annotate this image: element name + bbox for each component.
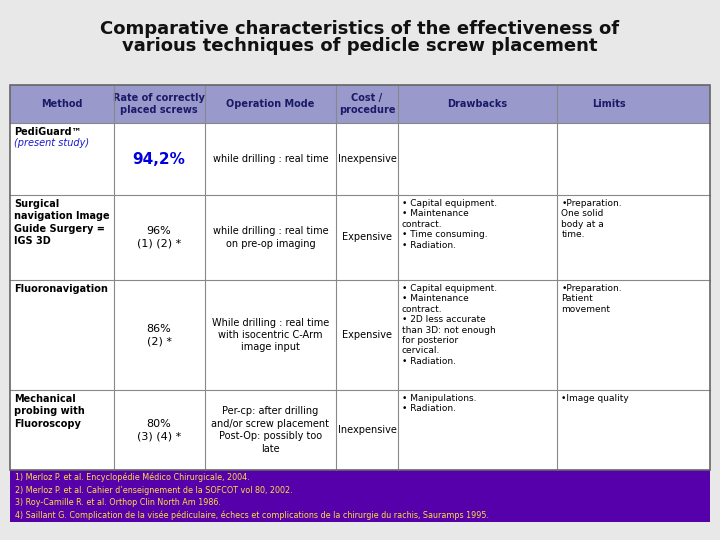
Text: Limits: Limits <box>593 99 626 109</box>
Text: 86%
(2) *: 86% (2) * <box>147 324 171 346</box>
Text: • Manipulations.
• Radiation.: • Manipulations. • Radiation. <box>402 394 477 414</box>
Text: Cost /
procedure: Cost / procedure <box>338 93 395 115</box>
Text: Drawbacks: Drawbacks <box>448 99 508 109</box>
Text: Inexpensive: Inexpensive <box>338 154 397 164</box>
Text: • Capital equipment.
• Maintenance
contract.
• Time consuming.
• Radiation.: • Capital equipment. • Maintenance contr… <box>402 199 497 249</box>
Text: While drilling : real time
with isocentric C-Arm
image input: While drilling : real time with isocentr… <box>212 318 329 353</box>
Bar <box>10 85 710 123</box>
Text: PediGuard™: PediGuard™ <box>14 127 81 137</box>
Bar <box>10 470 710 522</box>
Text: •Preparation.
Patient
movement: •Preparation. Patient movement <box>562 284 622 314</box>
Text: 94,2%: 94,2% <box>132 152 186 166</box>
Bar <box>10 195 710 280</box>
Text: (present study): (present study) <box>14 138 89 148</box>
Text: Mechanical
probing with
Fluoroscopy: Mechanical probing with Fluoroscopy <box>14 394 85 429</box>
Text: various techniques of pedicle screw placement: various techniques of pedicle screw plac… <box>122 37 598 55</box>
Text: Rate of correctly
placed screws: Rate of correctly placed screws <box>113 93 205 115</box>
Text: while drilling : real time: while drilling : real time <box>212 154 328 164</box>
Bar <box>10 123 710 195</box>
Text: Operation Mode: Operation Mode <box>226 99 315 109</box>
Text: 1) Merloz P. et al. Encyclopédie Médico Chirurgicale, 2004.
2) Merloz P. et al. : 1) Merloz P. et al. Encyclopédie Médico … <box>15 473 489 519</box>
Text: Expensive: Expensive <box>342 330 392 340</box>
Bar <box>10 280 710 390</box>
Text: •Image quality: •Image quality <box>562 394 629 403</box>
Text: •Preparation.
One solid
body at a
time.: •Preparation. One solid body at a time. <box>562 199 622 239</box>
Text: Expensive: Expensive <box>342 233 392 242</box>
Text: Comparative characteristics of the effectiveness of: Comparative characteristics of the effec… <box>100 20 620 38</box>
Text: Inexpensive: Inexpensive <box>338 425 397 435</box>
Bar <box>10 390 710 470</box>
Text: Fluoronavigation: Fluoronavigation <box>14 284 108 294</box>
Text: Method: Method <box>41 99 83 109</box>
Text: while drilling : real time
on pre-op imaging: while drilling : real time on pre-op ima… <box>212 226 328 249</box>
Text: Surgical
navigation Image
Guide Surgery =
IGS 3D: Surgical navigation Image Guide Surgery … <box>14 199 109 246</box>
Bar <box>10 85 710 470</box>
Text: • Capital equipment.
• Maintenance
contract.
• 2D less accurate
than 3D: not eno: • Capital equipment. • Maintenance contr… <box>402 284 497 366</box>
Text: 96%
(1) (2) *: 96% (1) (2) * <box>137 226 181 249</box>
Text: 80%
(3) (4) *: 80% (3) (4) * <box>137 419 181 441</box>
Text: Per-cp: after drilling
and/or screw placement
Post-Op: possibly too
late: Per-cp: after drilling and/or screw plac… <box>212 407 329 454</box>
